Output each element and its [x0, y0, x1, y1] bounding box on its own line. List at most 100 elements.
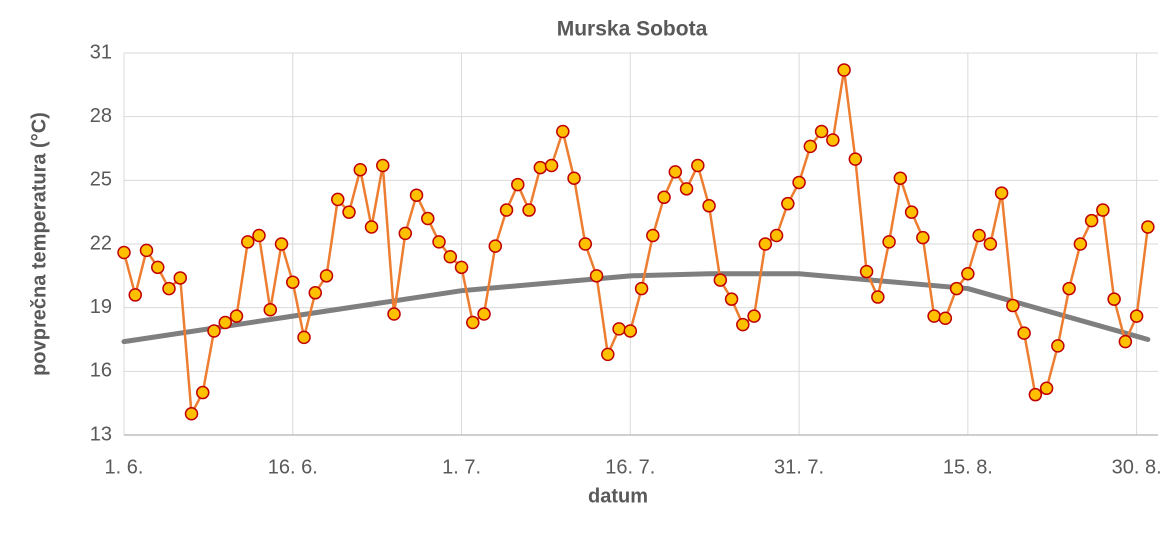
data-point [308, 286, 323, 300]
data-point [297, 330, 311, 345]
data-point [702, 199, 716, 213]
data-point [398, 226, 413, 241]
data-point [151, 260, 165, 275]
y-tick-label: 19 [90, 296, 112, 318]
data-point [319, 269, 334, 283]
data-point [612, 322, 626, 336]
series-line [121, 271, 1151, 345]
data-point [1028, 387, 1043, 402]
data-point [578, 237, 593, 251]
data-point [1141, 220, 1155, 234]
data-point [589, 269, 604, 283]
x-axis-title: datum [588, 485, 648, 507]
data-point [1006, 298, 1020, 313]
data-point [713, 273, 728, 287]
data-point [466, 315, 480, 330]
data-point [657, 190, 671, 205]
data-point [511, 177, 525, 192]
data-point [207, 324, 221, 338]
data-point [286, 275, 300, 289]
data-point [184, 407, 199, 421]
data-point [691, 158, 705, 173]
data-point [117, 245, 131, 260]
data-point [837, 63, 851, 77]
data-point [1129, 309, 1144, 323]
y-tick-label: 22 [90, 232, 112, 254]
data-point [859, 264, 874, 279]
data-point [364, 220, 379, 234]
data-point [229, 309, 244, 323]
data-point [1017, 326, 1031, 340]
data-point [679, 182, 694, 196]
data-point [533, 160, 548, 175]
data-point [556, 124, 570, 139]
data-point [252, 228, 266, 243]
data-point [927, 309, 941, 323]
data-point [421, 211, 435, 226]
data-point [477, 307, 491, 321]
data-point [522, 203, 536, 217]
data-point [241, 235, 255, 249]
data-point [646, 228, 660, 243]
data-point [353, 162, 368, 177]
data-point [1073, 237, 1088, 251]
data-point [972, 228, 986, 243]
data-point [1062, 281, 1076, 296]
data-point [544, 158, 559, 173]
data-point [567, 171, 581, 185]
data-point [454, 260, 469, 275]
data-point [848, 152, 863, 166]
data-point [1118, 334, 1133, 349]
data-point [263, 303, 278, 317]
data-point [724, 292, 739, 306]
y-axis-title: povprečna temperatura (°C) [28, 112, 50, 376]
data-point [634, 281, 649, 296]
data-point [961, 266, 975, 281]
x-tick-label: 16. 6. [268, 456, 318, 478]
x-tick-label: 15. 8. [943, 456, 993, 478]
data-point [1039, 381, 1054, 396]
chart-title: Murska Sobota [557, 18, 708, 41]
x-tick-label: 30. 8. [1112, 456, 1162, 478]
data-point [128, 288, 143, 302]
data-point [938, 311, 953, 326]
data-point [871, 290, 885, 304]
data-point [668, 165, 683, 179]
data-point [432, 235, 446, 249]
y-tick-label: 28 [90, 105, 112, 127]
data-point [342, 205, 356, 219]
x-tick-label: 31. 7. [774, 456, 824, 478]
data-point [387, 307, 401, 321]
y-tick-label: 25 [90, 169, 112, 191]
data-point [803, 139, 818, 154]
data-point [736, 317, 750, 332]
data-point [1084, 213, 1099, 228]
data-point [916, 230, 930, 245]
data-point [499, 203, 514, 217]
x-tick-label: 1. 6. [105, 456, 144, 478]
y-tick-label: 31 [90, 41, 112, 63]
data-point [331, 192, 345, 207]
data-point [781, 196, 795, 211]
data-point [1051, 339, 1065, 353]
data-point [747, 309, 761, 323]
data-point [814, 124, 829, 139]
data-point [274, 237, 289, 251]
data-point [173, 271, 188, 285]
data-point [949, 281, 964, 296]
data-point [983, 237, 998, 251]
data-point [162, 281, 176, 296]
data-point [196, 385, 210, 400]
data-point [904, 205, 919, 219]
data-point [443, 249, 458, 264]
y-tick-label: 13 [90, 423, 112, 445]
data-point [376, 158, 390, 173]
data-point [994, 186, 1009, 200]
data-point [409, 188, 424, 202]
data-point [488, 239, 503, 253]
data-point [601, 347, 615, 362]
x-tick-label: 1. 7. [442, 456, 481, 478]
x-tick-label: 16. 7. [605, 456, 655, 478]
data-point [1096, 203, 1110, 217]
